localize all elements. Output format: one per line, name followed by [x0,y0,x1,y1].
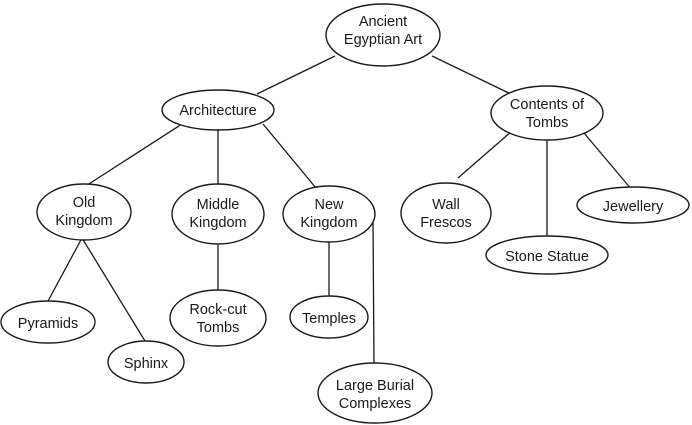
node-contents-line-1: Contents of [510,97,585,113]
node-new-line-2: Kingdom [300,215,357,231]
edge-root-architecture [256,55,336,95]
node-old-kingdom: Old Kingdom [36,183,132,241]
node-middle-line-1: Middle [197,197,240,213]
node-pyramids-line-1: Pyramids [18,316,78,332]
node-root-line-2: Egyptian Art [344,32,422,48]
node-stone-line-1: Stone Statue [505,249,589,265]
edge-contents-jewellery [583,132,633,191]
node-new-kingdom: New Kingdom [282,185,376,243]
node-pyramids: Pyramids [0,300,96,344]
node-temples-line-1: Temples [302,311,356,327]
node-new-line-1: New [314,197,344,213]
node-rockcut-line-2: Tombs [197,320,240,336]
node-burial-line-1: Large Burial [336,378,414,394]
node-burial-line-2: Complexes [339,396,412,412]
node-middle-kingdom: Middle Kingdom [171,183,265,245]
edge-new-burial [372,220,375,364]
edge-contents-wall [457,130,513,179]
node-wall-line-1: Wall [432,197,460,213]
node-root-line-1: Ancient [359,14,407,30]
node-middle-line-2: Kingdom [189,215,246,231]
node-wall-frescos: Wall Frescos [400,182,492,244]
edge-architecture-new [262,123,317,189]
edge-architecture-old [77,123,183,192]
node-wall-line-2: Frescos [420,215,472,231]
node-root: Ancient Egyptian Art [325,3,441,67]
edge-old-pyramids [47,237,83,302]
node-old-line-2: Kingdom [55,213,112,229]
node-temples: Temples [289,295,369,339]
node-contents-of-tombs: Contents of Tombs [490,85,604,141]
node-jewellery-line-1: Jewellery [603,199,664,215]
connector-lines [47,55,633,364]
edge-root-contents [431,55,516,97]
node-architecture-line-1: Architecture [179,103,256,119]
node-architecture: Architecture [161,89,275,131]
edge-old-sphinx [81,237,146,342]
node-rockcut-line-1: Rock-cut [189,302,246,318]
node-stone-statue: Stone Statue [485,235,609,275]
node-contents-line-2: Tombs [526,115,569,131]
node-old-line-1: Old [73,195,96,211]
node-sphinx-line-1: Sphinx [124,356,169,372]
node-sphinx: Sphinx [107,340,185,384]
node-jewellery: Jewellery [576,186,690,224]
node-rock-cut-tombs: Rock-cut Tombs [169,289,267,347]
node-large-burial-complexes: Large Burial Complexes [317,362,433,424]
